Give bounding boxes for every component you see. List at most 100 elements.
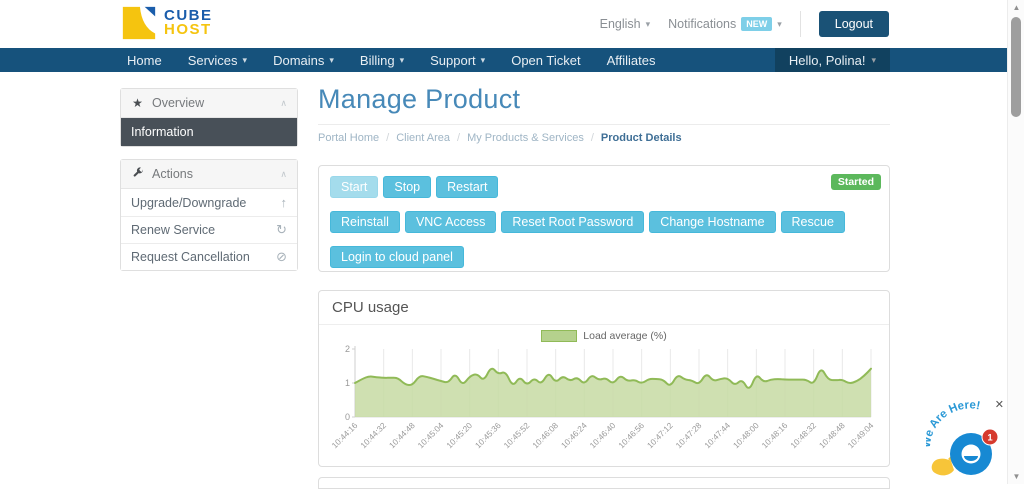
y-axis-tick-label: 0 [345,412,350,422]
x-axis-tick-label: 10:46:24 [559,420,589,450]
cubehost-logo-icon [122,6,156,40]
load-average-line [354,367,872,389]
x-axis-tick-label: 10:46:40 [588,420,618,450]
reinstall-button[interactable]: Reinstall [330,211,400,233]
x-axis-tick-label: 10:48:32 [788,420,818,450]
notifications-menu[interactable]: Notifications NEW ▾ [668,17,782,31]
restart-button[interactable]: Restart [436,176,499,198]
scroll-down-arrow-icon[interactable]: ▼ [1012,472,1021,481]
top-header: CUBE HOST English ▾ Notifications NEW ▾ … [0,0,1007,48]
rescue-button[interactable]: Rescue [780,211,845,233]
nav-item-support[interactable]: Support ▾ [417,48,498,72]
chat-logo-smile [964,456,978,461]
x-axis-tick-label: 10:44:16 [330,420,360,450]
nav-item-affiliates[interactable]: Affiliates [594,48,669,72]
cloud-panel-row: Login to cloud panel [330,246,878,268]
chevron-down-icon: ▾ [242,54,248,65]
page-scrollbar[interactable]: ▲ ▼ [1007,0,1024,484]
refresh-icon: ↻ [276,222,287,237]
x-axis-tick-label: 10:45:52 [502,420,532,450]
breadcrumb-client-area[interactable]: Client Area [396,132,451,144]
breadcrumb-separator: / [457,132,461,144]
x-axis-tick-label: 10:47:44 [702,420,732,450]
status-badge: Started [830,174,881,190]
nav-item-label: Home [127,52,162,68]
notification-badge [981,428,999,446]
breadcrumb-portal-home[interactable]: Portal Home [318,132,380,144]
change-hostname-button[interactable]: Change Hostname [649,211,776,233]
chevron-down-icon: ▾ [777,18,782,29]
x-axis-tick-label: 10:47:12 [645,420,675,450]
actions-panel-title: Actions [152,167,193,181]
x-axis-tick-label: 10:45:36 [473,420,503,450]
nav-item-domains[interactable]: Domains ▾ [260,48,347,72]
y-axis-tick-label: 1 [345,378,350,388]
product-actions-card: Started Start Stop Restart Reinstall VNC Ac… [318,165,890,272]
chevron-up-icon: ∧ [280,97,287,108]
nav-item-open-ticket[interactable]: Open Ticket [498,48,593,72]
actions-panel-header[interactable]: Actions ∧ [121,160,297,189]
scrollbar-thumb[interactable] [1011,17,1021,117]
action-item-upgrade-downgrade[interactable]: Upgrade/Downgrade ↑ [121,189,297,216]
ban-icon: ⊘ [276,249,287,264]
logo-text: CUBE HOST [164,7,213,37]
chevron-down-icon: ▾ [480,54,486,65]
sidebar-item-information[interactable]: Information [121,118,297,146]
stop-button[interactable]: Stop [383,176,432,198]
action-item-renew-service[interactable]: Renew Service ↻ [121,216,297,243]
cubehost-logo[interactable]: CUBE HOST [120,4,213,42]
vnc-access-button[interactable]: VNC Access [404,211,497,233]
login-to-cloud-panel-button[interactable]: Login to cloud panel [330,246,464,268]
user-menu[interactable]: Hello, Polina! ▾ [774,48,890,72]
breadcrumb-my-products-services[interactable]: My Products & Services [467,132,584,144]
overview-panel: ★ Overview ∧ Information [120,88,298,147]
chart-legend: Load average (%) [319,330,889,343]
nav-item-label: Services [187,52,238,68]
x-axis-tick-label: 10:48:16 [760,420,790,450]
action-item-label: Request Cancellation [131,250,250,264]
star-icon: ★ [132,96,143,110]
scroll-up-arrow-icon[interactable]: ▲ [1012,3,1021,12]
start-button[interactable]: Start [330,176,379,198]
nav-item-home[interactable]: Home [114,48,175,72]
legend-label: Load average (%) [583,330,667,342]
upgrade-arrow-icon: ↑ [280,195,288,210]
x-axis-tick-label: 10:45:04 [416,420,446,450]
nav-item-services[interactable]: Services ▾ [175,48,260,72]
nav-item-label: Open Ticket [511,52,581,68]
action-item-request-cancellation[interactable]: Request Cancellation ⊘ [121,243,297,270]
x-axis-tick-label: 10:44:48 [387,420,417,450]
live-chat-widget[interactable]: ✕ We Are Here! 1 [919,396,1008,482]
nav-item-billing[interactable]: Billing ▾ [347,48,417,72]
user-menu-label: Hello, Polina! [788,52,866,68]
reset-root-password-button[interactable]: Reset Root Password [501,211,645,233]
chevron-down-icon: ▾ [399,54,405,65]
nav-item-label: Affiliates [606,52,656,68]
power-buttons-row: Start Stop Restart [330,176,878,198]
x-axis-tick-label: 10:48:48 [817,420,847,450]
manage-buttons-row: Reinstall VNC Access Reset Root Password Ch… [330,211,878,233]
chevron-down-icon: ▾ [329,54,334,65]
actions-panel: Actions ∧ Upgrade/Downgrade ↑ Renew Servic… [120,159,298,271]
chevron-up-icon: ∧ [280,168,287,179]
cpu-usage-title: CPU usage [319,291,889,325]
chat-widget-graphic[interactable]: We Are Here! 1 [919,396,1008,482]
x-axis-tick-label: 10:49:04 [846,420,876,450]
overview-panel-header[interactable]: ★ Overview ∧ [121,89,297,118]
nav-item-label: Billing [359,52,395,68]
logout-button[interactable]: Logout [818,11,889,37]
breadcrumb: Portal Home / Client Area / My Products & Se… [318,132,890,144]
main-navbar: Home Services ▾ Domains ▾ Billing ▾ Support ▾ Ope… [0,48,1007,72]
logo-word-cube: CUBE [164,7,213,24]
cpu-chart-area: 10:44:16 10:44:32 10:44:48 10:45:04 10:45:20… [319,342,889,467]
load-average-area [355,368,871,418]
chevron-down-icon: ▾ [871,54,876,65]
chat-close-icon[interactable]: ✕ [994,399,1004,411]
language-selector[interactable]: English ▾ [600,17,651,31]
breadcrumb-product-details: Product Details [600,132,682,144]
wrench-icon [131,167,144,181]
notification-badge-count: 1 [987,433,993,444]
x-axis-tick-label: 10:44:32 [358,420,388,450]
breadcrumb-separator: / [386,132,390,144]
x-axis-tick-label: 10:46:56 [616,420,646,450]
